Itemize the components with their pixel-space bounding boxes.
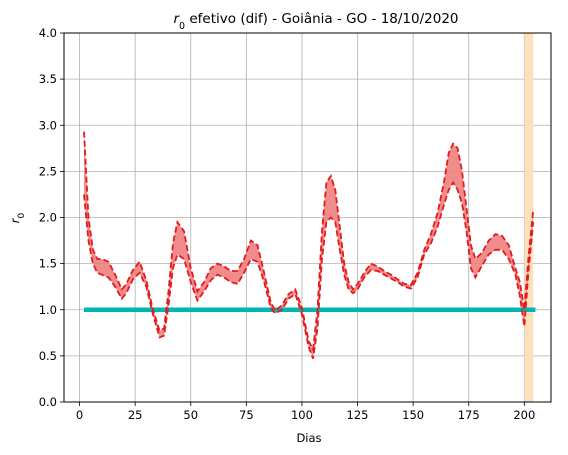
- y-tick-label: 2.0: [39, 211, 57, 225]
- y-tick-label: 3.5: [39, 72, 57, 86]
- upper-bound-line: [83, 131, 535, 353]
- x-tick-label: 125: [347, 408, 369, 422]
- x-axis-label: Dias: [296, 431, 321, 445]
- x-axis-ticks: 0 25 50 75 100 125 150 175 200: [76, 402, 535, 422]
- y-tick-label: 3.0: [39, 118, 57, 132]
- y-tick-label: 0.0: [39, 395, 57, 409]
- x-tick-label: 175: [458, 408, 480, 422]
- y-tick-label: 1.5: [39, 257, 57, 271]
- x-tick-label: 100: [291, 408, 313, 422]
- confidence-band: [84, 131, 534, 359]
- x-tick-label: 200: [513, 408, 535, 422]
- highlight-band-layer: [524, 33, 534, 402]
- series-layer: [83, 131, 535, 359]
- x-tick-label: 50: [183, 408, 198, 422]
- x-tick-label: 150: [402, 408, 424, 422]
- x-tick-label: 75: [239, 408, 254, 422]
- x-tick-label: 0: [76, 408, 83, 422]
- y-tick-label: 1.0: [39, 303, 57, 317]
- lower-bound-line: [83, 180, 535, 359]
- confidence-fill-layer: [84, 131, 534, 359]
- y-tick-label: 0.5: [39, 349, 57, 363]
- y-axis-label: r0: [8, 213, 27, 224]
- y-axis-ticks: 0.0 0.5 1.0 1.5 2.0 2.5 3.0 3.5 4.0: [39, 26, 64, 409]
- chart-title: r0 efetivo (dif) - Goiânia - GO - 18/10/…: [173, 11, 458, 32]
- highlight-band: [524, 33, 534, 402]
- y-tick-label: 4.0: [39, 26, 57, 40]
- x-tick-label: 25: [128, 408, 143, 422]
- grid: [64, 32, 551, 403]
- y-tick-label: 2.5: [39, 164, 57, 178]
